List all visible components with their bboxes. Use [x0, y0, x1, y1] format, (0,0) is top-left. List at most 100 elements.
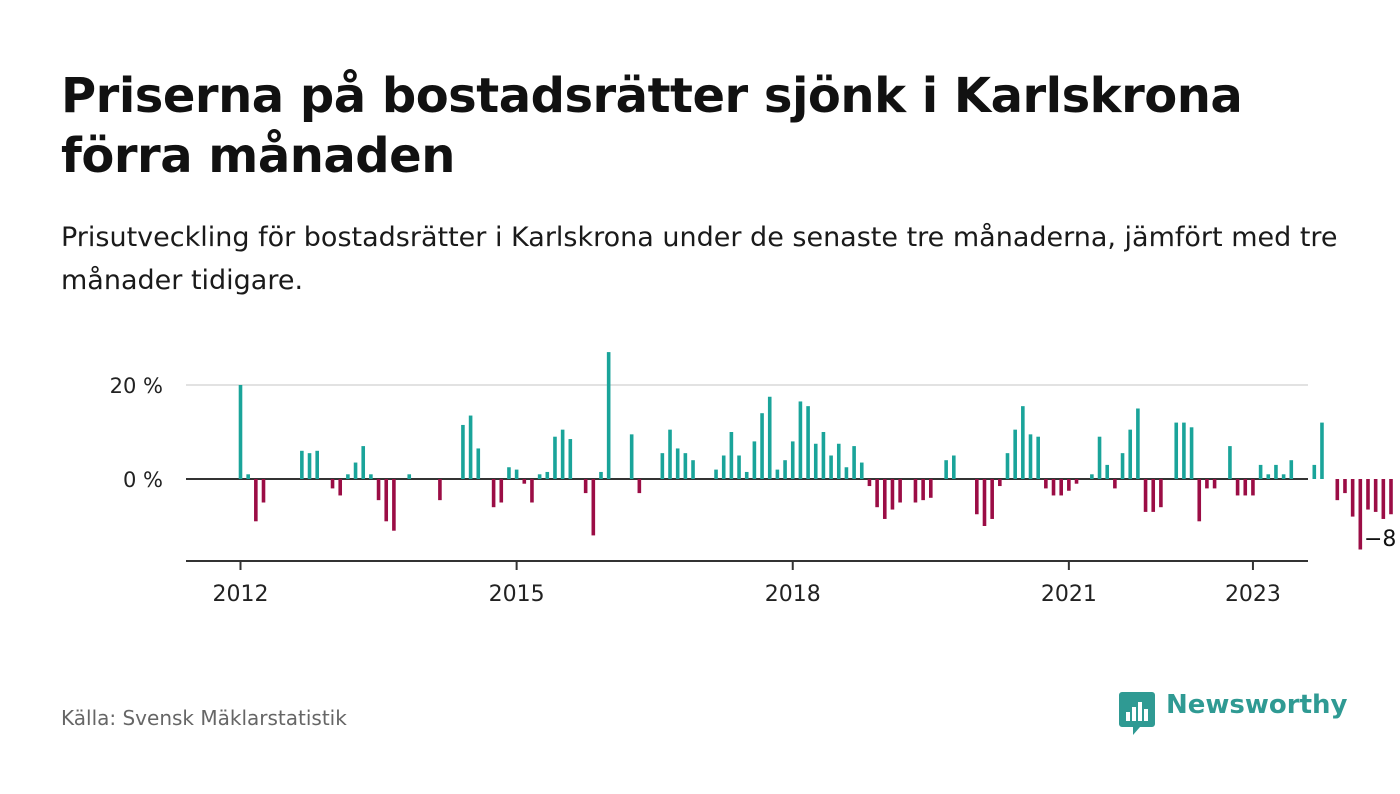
bar: [369, 474, 373, 479]
bar: [1235, 479, 1240, 496]
newsworthy-logo[interactable]: Newsworthy: [1118, 690, 1347, 736]
bar: [261, 479, 266, 503]
bar: [921, 479, 925, 501]
bar: [821, 432, 826, 479]
bar: [1059, 479, 1063, 496]
bar: [683, 453, 688, 479]
bar: [599, 471, 603, 479]
last-value-label: −8 %: [1364, 527, 1400, 552]
bar: [775, 469, 780, 479]
bar: [744, 471, 749, 479]
bar: [499, 479, 504, 503]
bar: [1251, 479, 1255, 496]
bar: [875, 479, 879, 508]
source-note: Källa: Svensk Mäklarstatistik: [61, 706, 347, 730]
bar: [1021, 406, 1025, 479]
bar: [468, 415, 473, 479]
bar: [376, 479, 381, 501]
bar: [1044, 479, 1048, 489]
bar: [1289, 460, 1294, 479]
bar: [1136, 408, 1140, 479]
bar: [1228, 446, 1232, 479]
bar: [1258, 464, 1263, 479]
bar: [729, 432, 734, 479]
bar: [944, 460, 948, 479]
bar: [1182, 422, 1186, 479]
bar: [407, 474, 412, 479]
bar: [1281, 474, 1286, 479]
bar: [346, 474, 350, 479]
bar: [1051, 479, 1056, 496]
bar: [721, 455, 726, 479]
bar-chart: 20 % 0 % 2012 2015 2018 2021 2023 −8 %: [110, 352, 1400, 607]
bar: [783, 460, 787, 479]
bar: [384, 479, 389, 522]
bar: [1151, 479, 1156, 512]
bar: [315, 450, 319, 479]
bar: [1013, 429, 1017, 479]
bar: [1358, 479, 1363, 550]
bar: [867, 479, 872, 487]
bar: [767, 396, 772, 479]
bar: [583, 479, 588, 494]
bar: [1143, 479, 1148, 512]
bar: [882, 479, 887, 519]
bar: [361, 446, 366, 479]
bar: [752, 441, 757, 479]
bar: [852, 446, 856, 479]
bar: [998, 479, 1002, 487]
bar: [836, 443, 841, 479]
bar: [553, 436, 557, 479]
bar: [438, 479, 442, 501]
bar: [1159, 479, 1163, 508]
x-tick-label: 2015: [489, 582, 545, 607]
bar: [353, 462, 358, 479]
bar: [545, 471, 550, 479]
bar: [975, 479, 979, 515]
chart-title: Priserna på bostadsrätter sjönk i Karlsk…: [61, 68, 1243, 184]
bar: [1366, 479, 1370, 510]
brand-name: Newsworthy: [1166, 690, 1348, 720]
x-tick-label: 2023: [1225, 582, 1281, 607]
bar: [1189, 427, 1194, 479]
bar: [537, 474, 542, 479]
chart-subtitle: Prisutveckling för bostadsrätter i Karls…: [61, 222, 1338, 296]
bar: [461, 424, 465, 479]
bar: [1097, 436, 1102, 479]
bar: [1197, 479, 1202, 522]
bar: [844, 467, 849, 479]
bar: [1036, 436, 1040, 479]
bar: [1389, 479, 1393, 515]
bar: [1174, 422, 1179, 479]
bar: [522, 479, 527, 484]
bar: [1074, 479, 1079, 484]
bar: [254, 479, 258, 522]
bar: [859, 462, 864, 479]
x-tick-label: 2012: [213, 582, 269, 607]
y-tick-label: 0 %: [123, 468, 163, 492]
bar: [1212, 479, 1217, 489]
bar: [806, 406, 810, 479]
bar: [760, 413, 764, 479]
bar: [1343, 479, 1347, 494]
x-ticks-group: 2012 2015 2018 2021 2023: [213, 561, 1281, 607]
bar: [798, 401, 803, 479]
bar: [660, 453, 665, 479]
bar: [1067, 479, 1071, 491]
x-tick-label: 2021: [1041, 582, 1097, 607]
bar: [307, 453, 312, 479]
bar: [790, 441, 795, 479]
bar: [1243, 479, 1248, 496]
bar: [330, 479, 335, 489]
bar: [514, 469, 519, 479]
bar: [952, 455, 956, 479]
bar: [392, 479, 396, 531]
bar: [829, 455, 833, 479]
bar: [890, 479, 895, 510]
bars-group: [238, 352, 1393, 550]
bar: [1005, 453, 1010, 479]
bar: [560, 429, 565, 479]
bar: [1090, 474, 1094, 479]
bar: [1312, 464, 1317, 479]
bar: [1373, 479, 1378, 512]
